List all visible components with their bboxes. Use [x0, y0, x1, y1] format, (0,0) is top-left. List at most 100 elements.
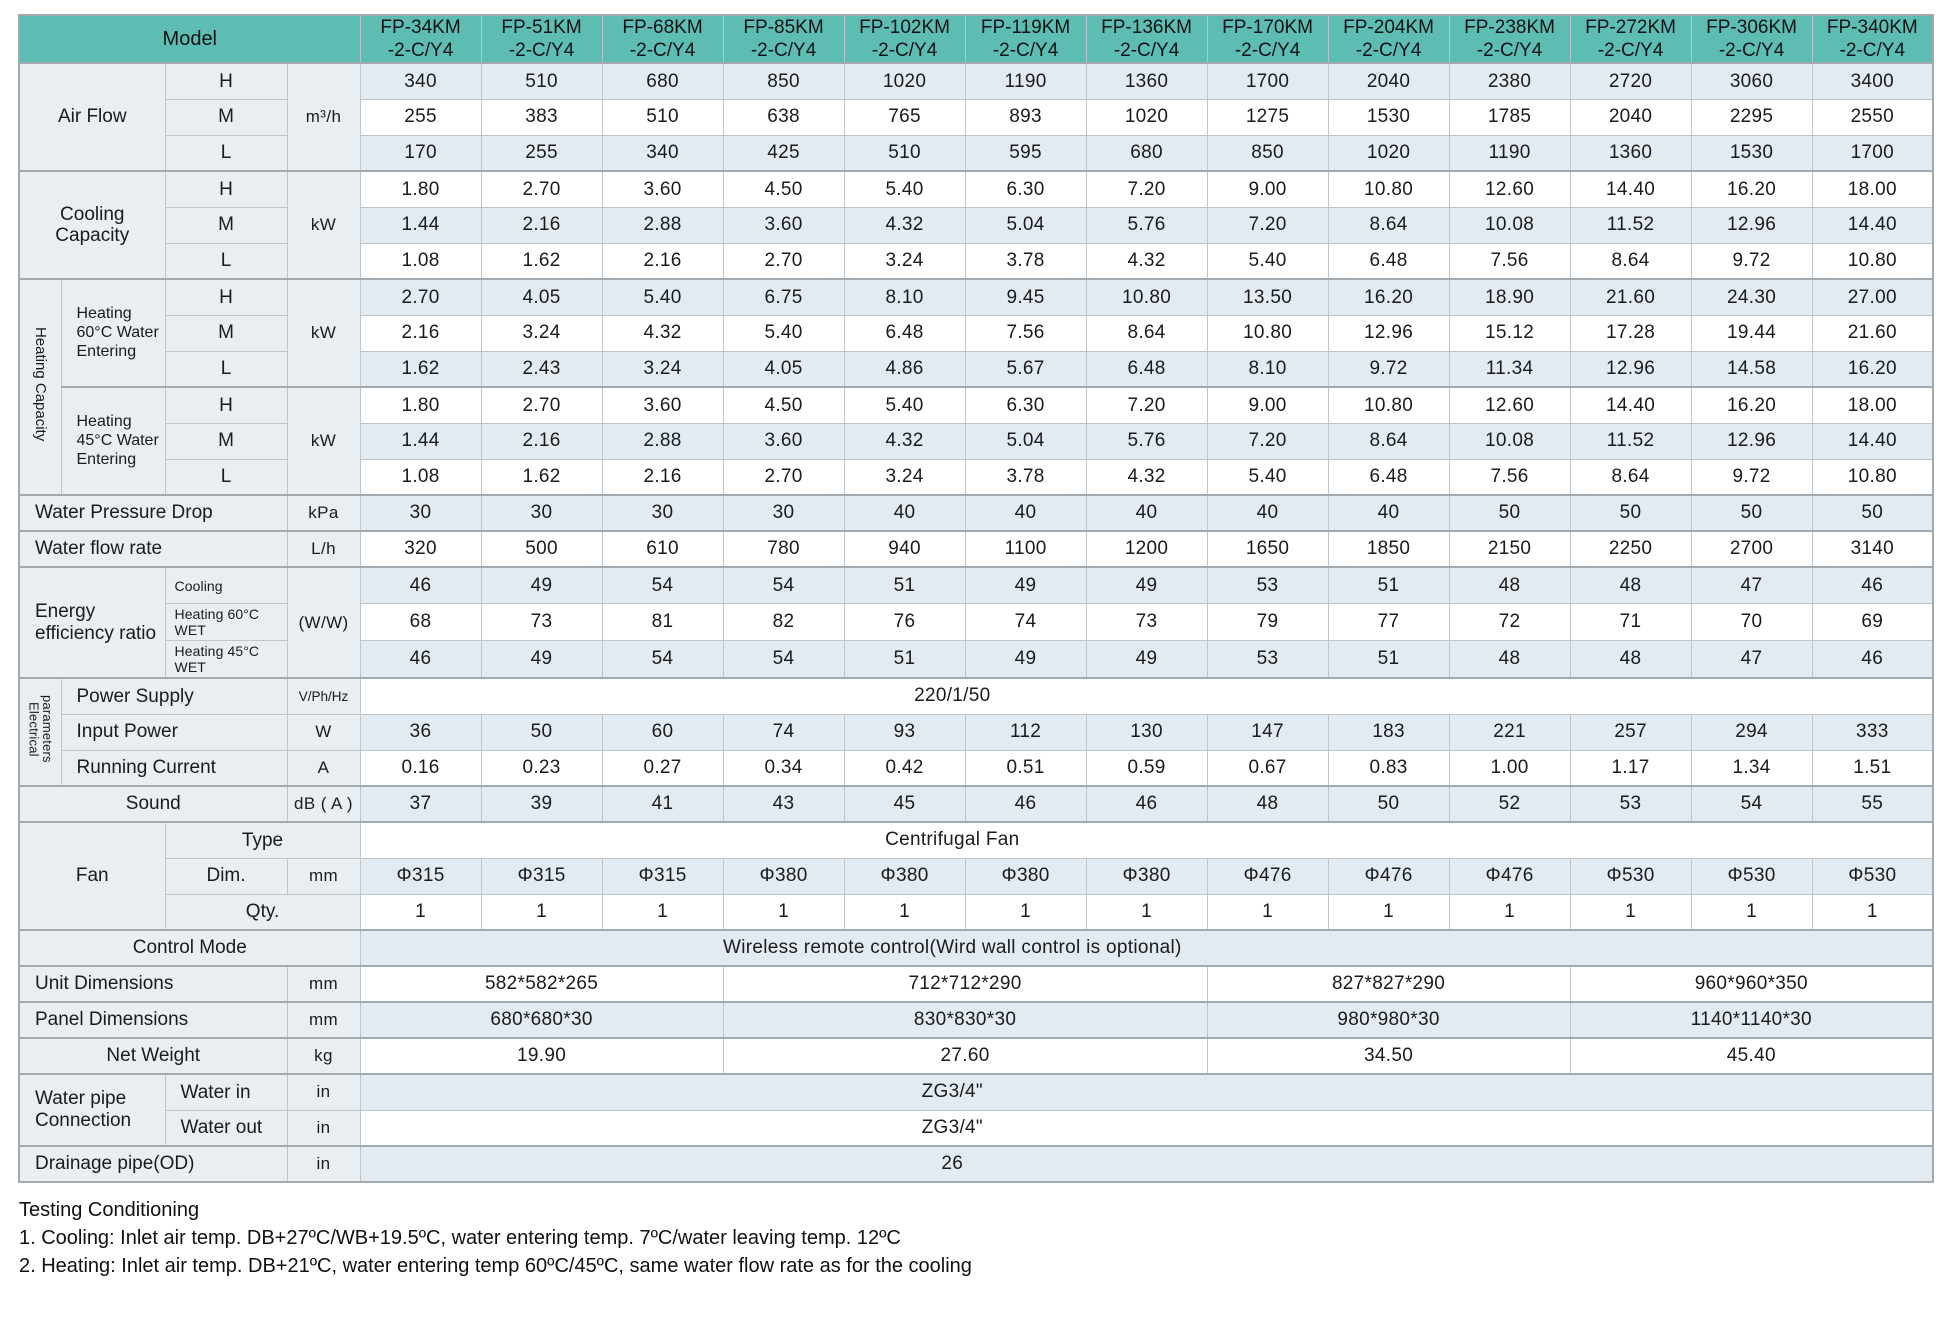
row-label: Qty. [164, 893, 361, 931]
value-cell: 333 [1811, 713, 1934, 751]
value-cell: 383 [480, 98, 603, 136]
value-cell: 6.75 [722, 278, 845, 316]
value-cell-group: 680*680*30 [359, 1001, 724, 1039]
value-cell: 4.50 [722, 170, 845, 208]
value-cell: 2.70 [480, 386, 603, 424]
value-cell: 850 [722, 62, 845, 100]
value-cell: 69 [1811, 602, 1934, 642]
value-cell: 255 [480, 134, 603, 172]
value-cell: 183 [1327, 713, 1450, 751]
value-cell: 82 [722, 602, 845, 642]
value-cell: 765 [843, 98, 966, 136]
value-cell: 73 [480, 602, 603, 642]
model-header-cell: FP-102KM -2-C/Y4 [843, 14, 966, 65]
unit-cell: kPa [286, 494, 361, 532]
value-cell: 40 [1206, 494, 1329, 532]
value-cell: 7.20 [1085, 170, 1208, 208]
value-cell: 48 [1206, 785, 1329, 823]
value-cell: 2.70 [722, 458, 845, 496]
row-label: Heating 60°C WET [164, 602, 288, 642]
value-cell: 50 [480, 713, 603, 751]
value-cell: 46 [359, 566, 482, 604]
value-cell: 4.50 [722, 386, 845, 424]
value-cell: 7.56 [1448, 458, 1571, 496]
value-cell: 500 [480, 530, 603, 568]
value-cell: 41 [601, 785, 724, 823]
value-cell: 1.17 [1569, 749, 1692, 787]
value-cell: 0.51 [964, 749, 1087, 787]
value-cell: 6.48 [1327, 458, 1450, 496]
unit-cell: m³/h [286, 62, 361, 172]
value-cell: 27.00 [1811, 278, 1934, 316]
value-cell: 425 [722, 134, 845, 172]
value-cell: 50 [1448, 494, 1571, 532]
value-cell: 3.60 [722, 422, 845, 460]
value-cell: 16.20 [1327, 278, 1450, 316]
value-cell: 13.50 [1206, 278, 1329, 316]
value-cell: Φ380 [843, 857, 966, 895]
value-cell: 3.60 [601, 386, 724, 424]
value-cell: 10.80 [1811, 242, 1934, 280]
unit-cell: kW [286, 386, 361, 496]
value-cell: 4.05 [480, 278, 603, 316]
value-cell: 14.40 [1569, 170, 1692, 208]
value-cell: 10.08 [1448, 206, 1571, 244]
value-cell: 5.40 [601, 278, 724, 316]
model-name-line2: -2-C/Y4 [508, 40, 575, 62]
value-cell: 12.96 [1569, 350, 1692, 388]
value-cell: 0.23 [480, 749, 603, 787]
value-cell: 3060 [1690, 62, 1813, 100]
value-cell: 53 [1206, 640, 1329, 679]
value-cell: 2040 [1327, 62, 1450, 100]
value-cell: 4.05 [722, 350, 845, 388]
model-name-line1: FP-102KM [859, 17, 950, 38]
value-cell: 1.62 [480, 458, 603, 496]
value-cell: 1.00 [1448, 749, 1571, 787]
value-cell: 16.20 [1811, 350, 1934, 388]
model-name-line2: -2-C/Y4 [871, 40, 938, 62]
model-name-line2: -2-C/Y4 [1839, 40, 1906, 62]
row-label: M [164, 422, 288, 460]
value-cell: 9.72 [1690, 242, 1813, 280]
model-name-line1: FP-272KM [1585, 17, 1676, 38]
value-cell: 2.16 [480, 206, 603, 244]
value-cell: 1 [359, 893, 482, 931]
model-header-cell: FP-272KM -2-C/Y4 [1569, 14, 1692, 65]
value-cell: 49 [1085, 566, 1208, 604]
value-cell: 50 [1690, 494, 1813, 532]
value-cell: 48 [1569, 640, 1692, 679]
value-cell: 3.78 [964, 458, 1087, 496]
value-cell: 1.51 [1811, 749, 1934, 787]
value-cell: 2.16 [601, 242, 724, 280]
unit-cell: (W/W) [286, 566, 361, 679]
value-cell: 51 [843, 566, 966, 604]
value-cell: 850 [1206, 134, 1329, 172]
value-cell: 18.00 [1811, 170, 1934, 208]
model-name-line1: FP-119KM [980, 17, 1071, 38]
model-name-line2: -2-C/Y4 [750, 40, 817, 62]
value-cell: 2.70 [722, 242, 845, 280]
value-cell: 1.34 [1690, 749, 1813, 787]
value-cell: 70 [1690, 602, 1813, 642]
model-label-cell: Model [18, 14, 361, 65]
value-cell: 9.00 [1206, 170, 1329, 208]
value-cell: 47 [1690, 640, 1813, 679]
row-label: Running Current [60, 749, 288, 787]
value-cell: 30 [601, 494, 724, 532]
row-label: H [164, 386, 288, 424]
value-cell: 8.64 [1327, 422, 1450, 460]
value-cell: 53 [1569, 785, 1692, 823]
value-cell: 14.40 [1811, 422, 1934, 460]
value-cell: 9.45 [964, 278, 1087, 316]
value-cell: 81 [601, 602, 724, 642]
value-cell-group: 960*960*350 [1569, 965, 1934, 1003]
model-name-line1: FP-238KM [1464, 17, 1555, 38]
model-name-line1: FP-51KM [501, 17, 582, 38]
value-cell: Φ476 [1448, 857, 1571, 895]
row-label: L [164, 134, 288, 172]
unit-cell: V/Ph/Hz [286, 677, 361, 715]
value-cell: 2550 [1811, 98, 1934, 136]
value-cell: 54 [722, 640, 845, 679]
value-cell: 1.44 [359, 206, 482, 244]
value-cell: 940 [843, 530, 966, 568]
